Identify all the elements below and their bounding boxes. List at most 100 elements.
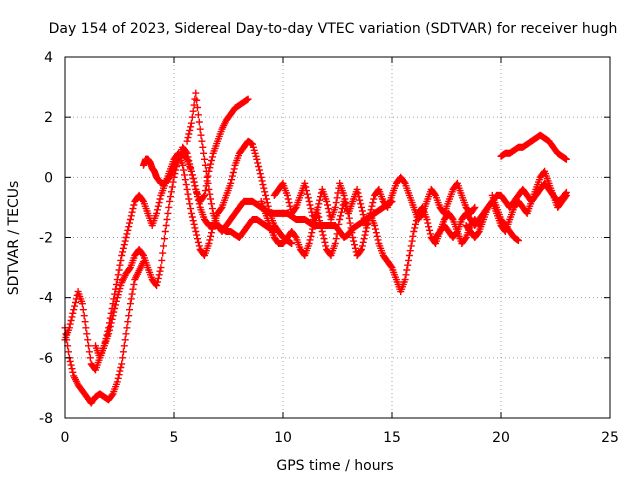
data-point (302, 183, 310, 191)
data-point (157, 264, 165, 272)
data-point (102, 335, 110, 343)
data-point (119, 348, 127, 356)
data-point (360, 235, 368, 243)
data-point (139, 196, 147, 204)
data-point (123, 230, 131, 238)
data-point (104, 327, 112, 335)
data-point (206, 236, 214, 244)
data-point (206, 190, 214, 198)
data-point (194, 111, 202, 119)
data-point (371, 222, 379, 229)
data-point (249, 140, 256, 148)
data-point (181, 176, 189, 184)
data-point (126, 216, 134, 223)
data-point (254, 159, 262, 167)
data-point (192, 89, 200, 97)
data-point (358, 203, 365, 211)
data-point (331, 203, 339, 211)
data-point (200, 193, 208, 201)
data-point (121, 336, 129, 344)
data-point (406, 247, 414, 255)
data-point (562, 193, 569, 201)
data-point (154, 274, 162, 282)
data-point (112, 280, 120, 288)
data-point (193, 231, 201, 239)
data-point (191, 224, 199, 232)
data-point (256, 170, 264, 178)
data-point (158, 256, 166, 264)
y-tick-label: -8 (39, 411, 53, 427)
data-point (65, 348, 72, 356)
data-point (347, 224, 355, 232)
data-point (474, 229, 482, 237)
data-point (71, 302, 79, 310)
data-point (261, 188, 269, 196)
data-point (113, 276, 121, 284)
data-point (461, 235, 469, 243)
data-point (351, 244, 359, 252)
data-point (303, 187, 310, 195)
data-point (355, 193, 363, 201)
grid-lines (65, 57, 610, 418)
series-satellite-track-B (61, 95, 252, 374)
data-point (129, 205, 137, 213)
series-satellite-track-I (462, 167, 570, 241)
data-point (189, 217, 197, 225)
data-point (227, 179, 235, 187)
data-point (117, 364, 125, 371)
data-point (208, 153, 216, 161)
x-axis-title: GPS time / hours (276, 458, 393, 474)
data-point (405, 256, 413, 264)
data-point (193, 96, 201, 104)
data-point (116, 261, 124, 269)
data-point (80, 312, 88, 320)
data-point (354, 189, 362, 197)
data-point (316, 196, 324, 204)
data-point (204, 172, 212, 180)
data-point (180, 166, 188, 174)
data-point (189, 107, 197, 115)
data-point (116, 367, 124, 375)
data-point (262, 191, 270, 199)
data-point (115, 371, 123, 379)
data-point (194, 235, 201, 243)
y-tick-label: 4 (44, 50, 53, 66)
data-point (341, 195, 349, 203)
data-point (374, 236, 382, 244)
data-point (367, 206, 375, 214)
data-point (125, 223, 133, 231)
data-point (189, 175, 197, 182)
data-point (123, 324, 131, 332)
data-point (186, 126, 194, 134)
data-point (201, 187, 209, 195)
data-point (114, 271, 122, 279)
data-point (317, 220, 324, 228)
data-point (342, 199, 350, 207)
data-point (229, 169, 237, 176)
data-point (185, 130, 193, 138)
data-point (423, 216, 431, 223)
data-point (82, 324, 90, 332)
data-point (203, 173, 211, 181)
data-point (196, 125, 204, 133)
data-point (262, 195, 270, 203)
data-point (315, 200, 323, 208)
data-point (126, 265, 133, 273)
data-point (184, 134, 192, 142)
data-point (306, 201, 314, 209)
data-point (118, 360, 126, 368)
data-point (314, 203, 322, 211)
data-point (160, 235, 168, 243)
data-point (321, 238, 329, 246)
data-point (207, 232, 215, 240)
data-point (387, 262, 395, 270)
data-point (79, 306, 87, 314)
data-point (351, 241, 358, 249)
data-point (83, 330, 91, 338)
data-point (362, 228, 370, 235)
data-point (130, 201, 138, 209)
data-point (256, 166, 263, 174)
data-point (167, 188, 175, 196)
data-point (121, 237, 129, 245)
data-point (122, 234, 130, 241)
